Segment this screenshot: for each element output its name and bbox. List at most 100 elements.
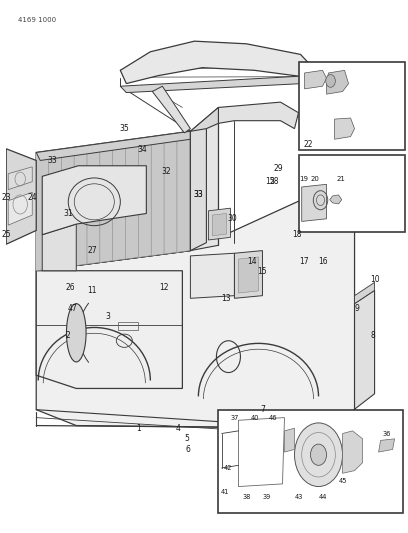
Polygon shape — [74, 146, 88, 266]
Circle shape — [310, 444, 326, 465]
Text: 19: 19 — [299, 176, 308, 182]
Polygon shape — [8, 167, 32, 190]
Text: 12: 12 — [160, 283, 169, 292]
Bar — [299, 62, 405, 150]
Text: 32: 32 — [162, 166, 171, 175]
Text: 4169 1000: 4169 1000 — [18, 17, 56, 23]
Text: 38: 38 — [242, 494, 251, 500]
Text: 15: 15 — [257, 268, 267, 276]
Text: 29: 29 — [274, 164, 283, 173]
Circle shape — [326, 75, 335, 87]
Text: 8: 8 — [370, 331, 375, 340]
Polygon shape — [330, 195, 342, 204]
Text: 1: 1 — [136, 424, 141, 433]
Text: 9: 9 — [354, 304, 359, 313]
Polygon shape — [304, 70, 326, 89]
Polygon shape — [42, 224, 76, 271]
Polygon shape — [302, 184, 326, 221]
Text: 17: 17 — [300, 257, 309, 265]
Text: 6: 6 — [186, 445, 191, 454]
Text: 16: 16 — [318, 257, 327, 265]
Text: 44: 44 — [318, 494, 327, 500]
Polygon shape — [343, 431, 363, 473]
Bar — [299, 155, 405, 232]
Polygon shape — [35, 151, 50, 271]
Text: 37: 37 — [230, 415, 239, 421]
Polygon shape — [218, 102, 299, 128]
Polygon shape — [42, 166, 146, 235]
Text: 42: 42 — [224, 465, 233, 471]
Polygon shape — [350, 290, 375, 413]
Polygon shape — [326, 70, 348, 94]
Polygon shape — [126, 138, 140, 259]
Text: 41: 41 — [220, 489, 228, 495]
Polygon shape — [335, 118, 355, 139]
Polygon shape — [49, 149, 62, 269]
Text: 30: 30 — [228, 214, 237, 223]
Text: 40: 40 — [250, 415, 259, 421]
Polygon shape — [36, 128, 206, 160]
Polygon shape — [6, 149, 36, 244]
Text: 45: 45 — [338, 478, 347, 484]
Polygon shape — [8, 192, 32, 225]
Text: 36: 36 — [382, 431, 391, 437]
Polygon shape — [379, 439, 395, 452]
Polygon shape — [152, 86, 191, 133]
Text: 15: 15 — [266, 177, 275, 186]
Text: 4: 4 — [176, 424, 181, 433]
Text: 11: 11 — [88, 286, 97, 295]
Text: 31: 31 — [64, 209, 73, 218]
Polygon shape — [36, 198, 355, 428]
Polygon shape — [61, 147, 75, 268]
Text: 22: 22 — [304, 140, 313, 149]
Text: 18: 18 — [292, 230, 301, 239]
Polygon shape — [235, 251, 262, 298]
Text: 7: 7 — [260, 405, 265, 414]
Text: 10: 10 — [370, 275, 379, 284]
Polygon shape — [355, 282, 375, 304]
Polygon shape — [138, 136, 153, 257]
Ellipse shape — [67, 304, 86, 362]
Text: 24: 24 — [27, 193, 37, 202]
Text: 3: 3 — [106, 312, 111, 321]
Text: 21: 21 — [336, 176, 345, 182]
Text: 13: 13 — [222, 294, 231, 303]
Text: 33: 33 — [47, 156, 57, 165]
Polygon shape — [164, 133, 178, 254]
Text: 23: 23 — [1, 193, 11, 202]
Polygon shape — [120, 41, 310, 84]
Text: 28: 28 — [270, 177, 279, 186]
Polygon shape — [113, 140, 127, 261]
Polygon shape — [151, 135, 165, 256]
Polygon shape — [177, 131, 191, 253]
Polygon shape — [208, 208, 231, 240]
Text: 25: 25 — [1, 230, 11, 239]
Polygon shape — [100, 142, 114, 262]
Text: 27: 27 — [87, 246, 97, 255]
Text: 2: 2 — [66, 331, 71, 340]
Text: 46: 46 — [268, 415, 277, 421]
Polygon shape — [191, 108, 218, 251]
Text: 33: 33 — [193, 190, 203, 199]
Text: 20: 20 — [310, 176, 319, 182]
Polygon shape — [191, 108, 218, 139]
Bar — [218, 410, 403, 513]
Polygon shape — [238, 257, 258, 293]
Text: 14: 14 — [248, 257, 257, 265]
Polygon shape — [36, 131, 191, 271]
Polygon shape — [36, 271, 182, 389]
Text: 39: 39 — [262, 494, 271, 500]
Polygon shape — [87, 143, 101, 264]
Text: 26: 26 — [65, 283, 75, 292]
Circle shape — [295, 423, 343, 487]
Polygon shape — [191, 128, 206, 251]
Polygon shape — [213, 214, 226, 236]
Text: 34: 34 — [137, 146, 147, 155]
Polygon shape — [120, 76, 310, 93]
Text: 47: 47 — [67, 304, 77, 313]
Text: 33: 33 — [193, 190, 203, 199]
Text: 43: 43 — [294, 494, 303, 500]
Polygon shape — [284, 428, 295, 452]
Text: 5: 5 — [184, 434, 189, 443]
Text: 35: 35 — [120, 124, 129, 133]
